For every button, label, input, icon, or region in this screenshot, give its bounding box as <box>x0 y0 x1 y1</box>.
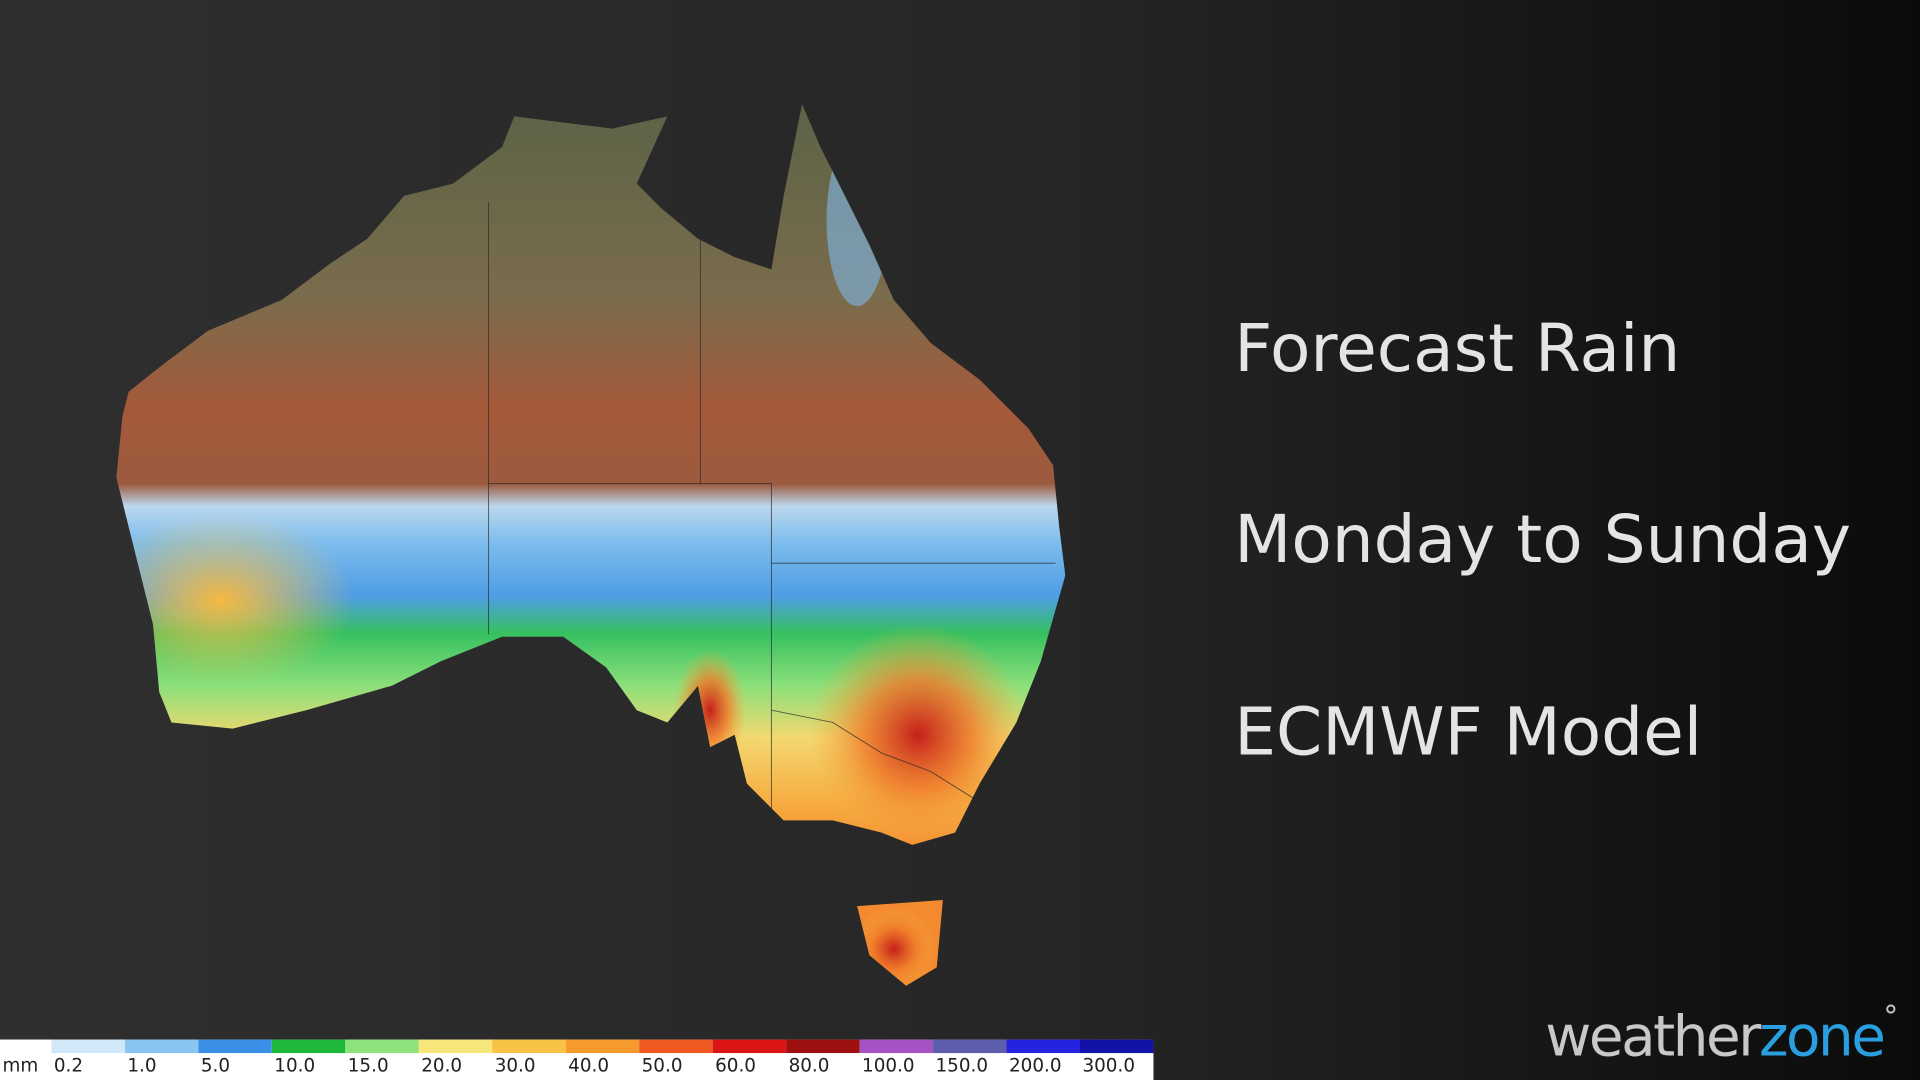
legend: mm 0.2 1.0 5.0 10.0 15.0 20.0 30.0 40.0 50.0 60.0… <box>0 1039 1154 1080</box>
legend-swatch <box>933 1039 1007 1054</box>
legend-label: 0.2 <box>54 1055 83 1076</box>
legend-label: 10.0 <box>274 1055 315 1076</box>
legend-swatch <box>271 1039 346 1054</box>
legend-swatch <box>0 1039 52 1054</box>
legend-swatch <box>418 1039 493 1054</box>
legend-label: 15.0 <box>348 1055 389 1076</box>
legend-swatch <box>859 1039 934 1054</box>
legend-label: 5.0 <box>201 1055 230 1076</box>
legend-label: 1.0 <box>127 1055 156 1076</box>
legend-label: 80.0 <box>789 1055 830 1076</box>
legend-swatch <box>1080 1039 1154 1054</box>
legend-swatch <box>345 1039 419 1054</box>
legend-label: 30.0 <box>495 1055 536 1076</box>
logo-mark: ° <box>1884 999 1896 1033</box>
legend-label: 20.0 <box>421 1055 462 1076</box>
legend-swatch <box>786 1039 860 1054</box>
rain-patch <box>808 624 1029 845</box>
legend-label: 50.0 <box>642 1055 683 1076</box>
heading: ECMWF Model <box>1234 693 1702 770</box>
heading: Forecast Rain <box>1234 310 1680 387</box>
legend-label: 150.0 <box>936 1055 989 1076</box>
legend-label: 60.0 <box>715 1055 756 1076</box>
legend-swatch <box>492 1039 566 1054</box>
heading: Monday to Sunday <box>1234 501 1851 578</box>
legend-swatch <box>712 1039 787 1054</box>
legend-swatch <box>124 1039 199 1054</box>
legend-swatch <box>198 1039 272 1054</box>
legend-swatch <box>51 1039 125 1054</box>
legend-swatch <box>565 1039 640 1054</box>
legend-unit: mm <box>2 1055 38 1076</box>
legend-swatch <box>1006 1039 1080 1054</box>
legend-swatch <box>639 1039 713 1054</box>
logo: weatherzone° <box>1545 999 1895 1069</box>
legend-label: 100.0 <box>862 1055 915 1076</box>
legend-label: 40.0 <box>568 1055 609 1076</box>
logo-accent: zone <box>1759 1005 1884 1070</box>
legend-label: 300.0 <box>1082 1055 1135 1076</box>
logo-word: weather <box>1545 1005 1762 1070</box>
state-borders <box>488 202 1056 827</box>
legend-label: 200.0 <box>1009 1055 1062 1076</box>
